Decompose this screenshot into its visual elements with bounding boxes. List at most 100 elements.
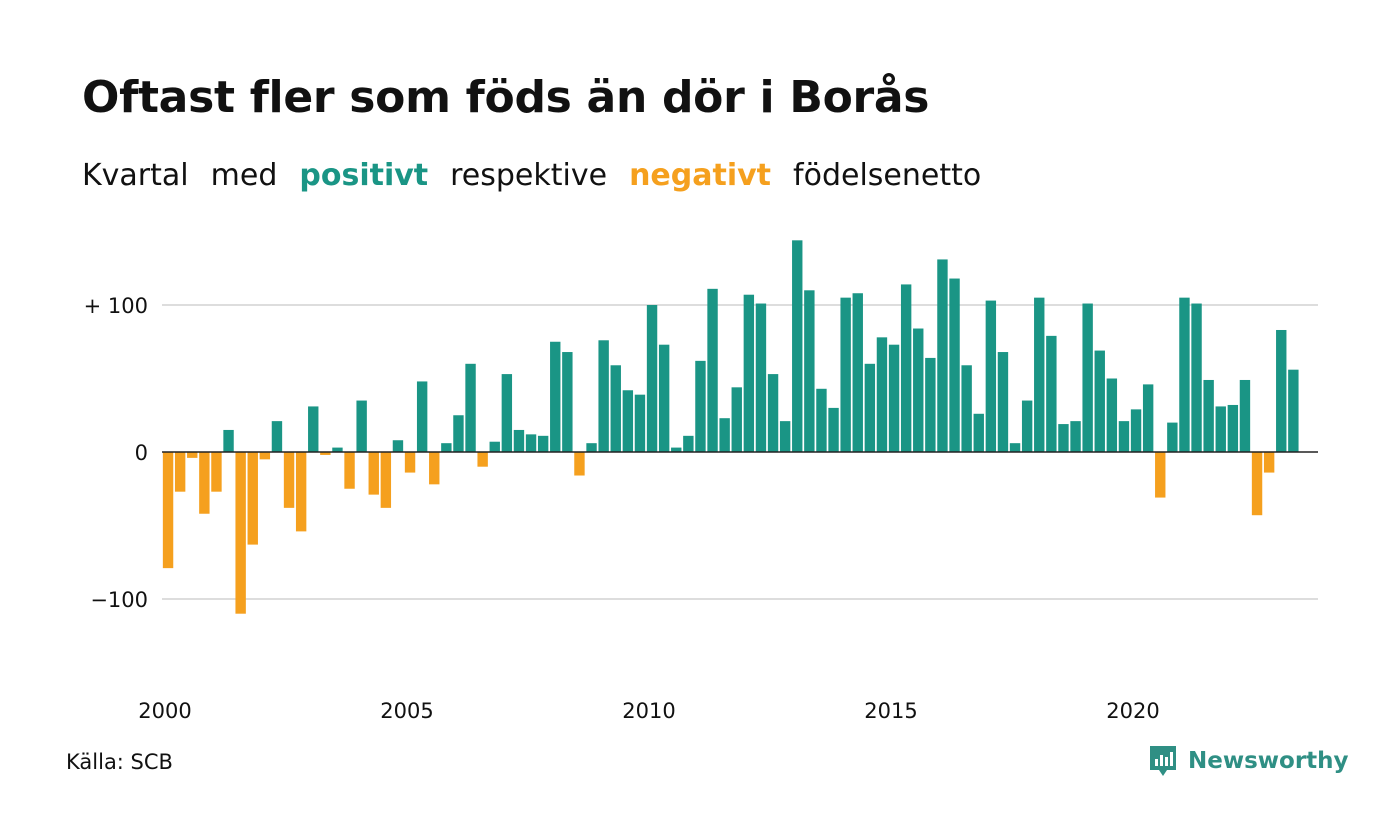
bar (1021, 400, 1033, 452)
bar (513, 429, 525, 452)
bar (864, 363, 876, 452)
bar (1179, 297, 1190, 452)
bar (658, 344, 670, 452)
bar (731, 387, 742, 452)
brand-name: Newsworthy (1188, 748, 1349, 774)
bar (1130, 409, 1142, 452)
chart-subtitle: Kvartal med positivt respektive negativt föde… (82, 158, 1003, 193)
bar (1070, 421, 1081, 452)
bar (997, 352, 1009, 452)
x-tick-label: 2000 (138, 699, 191, 723)
bar (235, 452, 246, 614)
bar (441, 443, 452, 452)
bar (1251, 452, 1263, 516)
bar (804, 290, 815, 452)
bar (501, 374, 513, 452)
bar (1276, 329, 1287, 452)
bar (925, 357, 936, 452)
x-tick-label: 2015 (864, 699, 917, 723)
bar (828, 407, 839, 452)
bar (671, 447, 682, 452)
bar (1142, 384, 1154, 452)
bar (416, 381, 428, 452)
bar (332, 447, 343, 452)
bar (247, 452, 258, 545)
bar (743, 294, 755, 452)
bar (187, 452, 198, 458)
bar (937, 259, 948, 452)
bar (900, 284, 912, 452)
subtitle-negative-label: negativt (629, 158, 772, 193)
bar (985, 300, 997, 452)
bar (1263, 452, 1275, 473)
bar (876, 337, 888, 452)
bar (562, 352, 573, 452)
bar (634, 394, 646, 452)
bar (199, 452, 210, 514)
bar (1118, 421, 1130, 452)
x-tick-label: 2005 (380, 699, 433, 723)
bar (574, 452, 585, 476)
bar (392, 440, 404, 452)
bar (1082, 303, 1093, 452)
bar (1203, 379, 1214, 452)
bar (525, 434, 537, 452)
bar (1167, 422, 1178, 452)
bar (537, 435, 549, 452)
bar-chart: + 100 0 −100 2000 2005 2010 2015 2020 (84, 240, 1318, 723)
subtitle-word-respektive: respektive (450, 158, 608, 193)
bar (283, 452, 295, 508)
bar (1227, 404, 1239, 452)
bar (1106, 378, 1118, 452)
bar (380, 452, 392, 508)
chart-title: Oftast fler som föds än dör i Borås (82, 72, 930, 123)
bar (174, 452, 186, 492)
bar (586, 443, 597, 452)
bar (1058, 424, 1069, 452)
y-tick-label: −100 (90, 588, 148, 612)
bar (888, 344, 900, 452)
bar (707, 288, 718, 452)
bar (1191, 303, 1202, 452)
bar (1288, 369, 1299, 452)
bar (852, 293, 863, 452)
bar (344, 452, 355, 489)
bar (961, 365, 972, 452)
bar (489, 441, 500, 452)
bar (779, 421, 791, 452)
bar (816, 388, 827, 452)
bar (1094, 350, 1105, 452)
bar (840, 297, 851, 452)
bar (598, 340, 609, 452)
bar (683, 435, 694, 452)
bar (1239, 379, 1251, 452)
bar (211, 452, 222, 492)
subtitle-word-kvartal: Kvartal (82, 158, 189, 193)
bar (404, 452, 416, 473)
subtitle-word-fodelsenetto: födelsenetto (793, 158, 982, 193)
bar (1215, 406, 1226, 452)
bar (308, 406, 319, 452)
bar (719, 418, 730, 452)
bar (356, 400, 367, 452)
bar (792, 240, 803, 452)
bar (973, 413, 984, 452)
bar (550, 341, 561, 452)
bar (429, 452, 440, 485)
bar (755, 303, 767, 452)
brand-logo: Newsworthy (1148, 744, 1349, 778)
bar (223, 429, 234, 452)
source-note: Källa: SCB (66, 750, 173, 774)
bar (465, 363, 476, 452)
bar (1046, 335, 1057, 452)
bar (271, 421, 283, 452)
bar (695, 360, 706, 452)
bar (610, 365, 621, 452)
bar (368, 452, 379, 495)
bar (259, 452, 271, 460)
bar (320, 452, 331, 455)
bar (1155, 452, 1166, 498)
bar (453, 415, 464, 452)
subtitle-word-med: med (210, 158, 278, 193)
bar (162, 452, 174, 569)
